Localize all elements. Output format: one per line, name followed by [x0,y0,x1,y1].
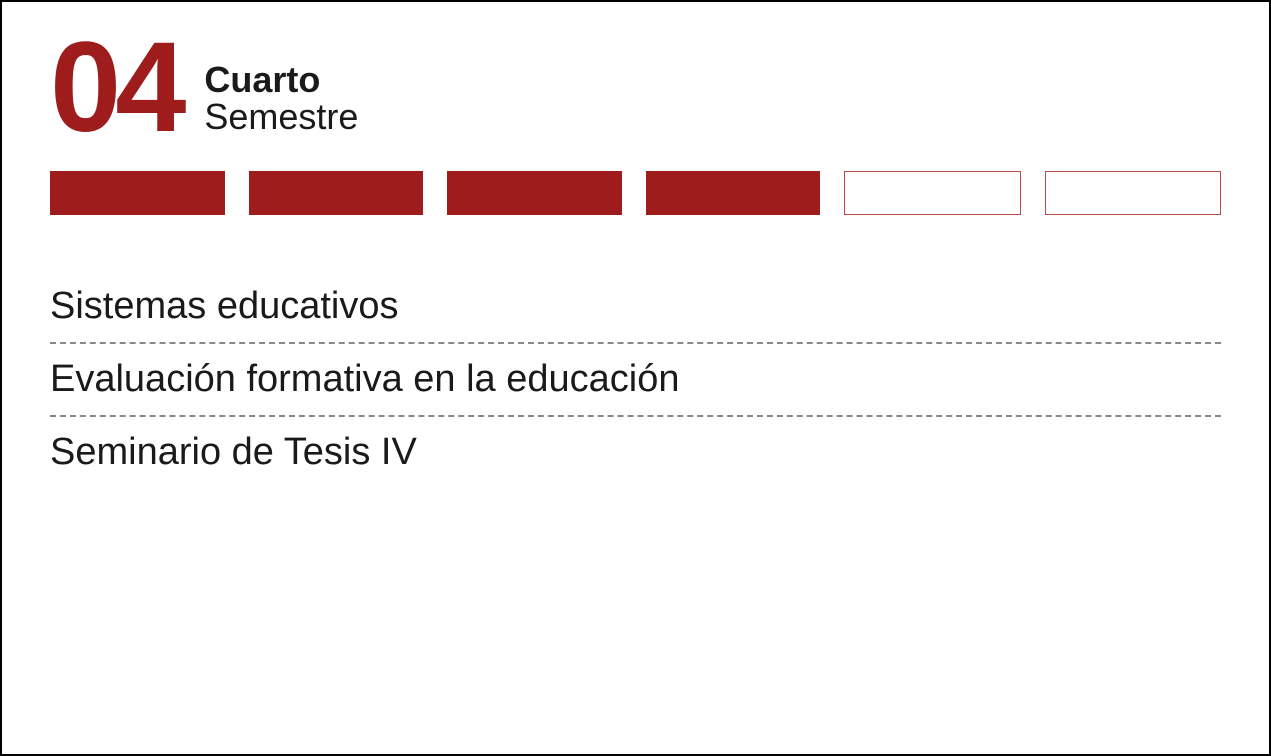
progress-segment [646,171,821,215]
semester-number: 04 [50,34,180,143]
semester-title-bold: Cuarto [204,61,358,99]
progress-segment [447,171,622,215]
course-list: Sistemas educativosEvaluación formativa … [50,271,1221,488]
semester-card: 04 Cuarto Semestre Sistemas educativosEv… [0,0,1271,756]
progress-segment [50,171,225,215]
course-item: Evaluación formativa en la educación [50,344,1221,415]
semester-title-block: Cuarto Semestre [204,41,358,137]
course-item: Seminario de Tesis IV [50,417,1221,488]
semester-title-light: Semestre [204,98,358,136]
progress-segment [844,171,1021,215]
semester-header: 04 Cuarto Semestre [50,34,1221,143]
progress-bar [50,171,1221,215]
progress-segment [1045,171,1222,215]
course-item: Sistemas educativos [50,271,1221,342]
progress-segment [249,171,424,215]
